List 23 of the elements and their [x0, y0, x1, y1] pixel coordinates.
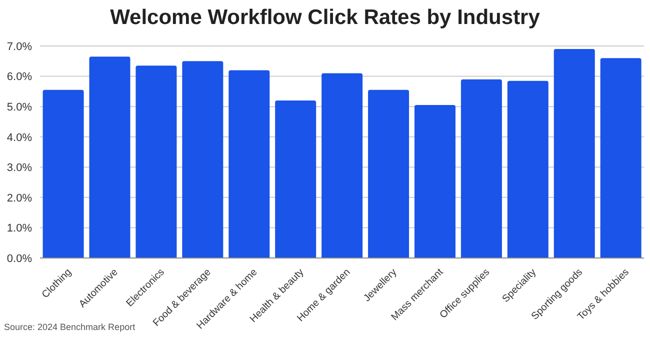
bar	[89, 56, 130, 258]
y-tick-label: 6.0%	[6, 71, 32, 84]
bar	[507, 80, 548, 258]
bar	[460, 79, 502, 258]
y-tick-label: 2.0%	[6, 192, 32, 204]
bar	[600, 58, 642, 258]
y-tick-label: 4.0%	[6, 132, 32, 144]
bar	[136, 66, 177, 258]
bar	[322, 73, 363, 258]
bar	[228, 70, 270, 258]
bar	[414, 105, 456, 258]
chart-title: Welcome Workflow Click Rates by Industry	[109, 6, 541, 30]
bar	[368, 90, 410, 258]
y-tick-label: 7.0%	[6, 40, 32, 53]
y-tick-label: 5.0%	[6, 101, 32, 114]
bar	[554, 49, 595, 258]
bar	[182, 61, 224, 258]
y-tick-label: 0.0%	[6, 252, 32, 265]
y-tick-label: 1.0%	[6, 222, 32, 235]
bar	[42, 90, 84, 258]
source-note: Source: 2024 Benchmark Report	[4, 322, 136, 332]
bar	[275, 100, 316, 258]
y-tick-label: 3.0%	[6, 162, 32, 174]
